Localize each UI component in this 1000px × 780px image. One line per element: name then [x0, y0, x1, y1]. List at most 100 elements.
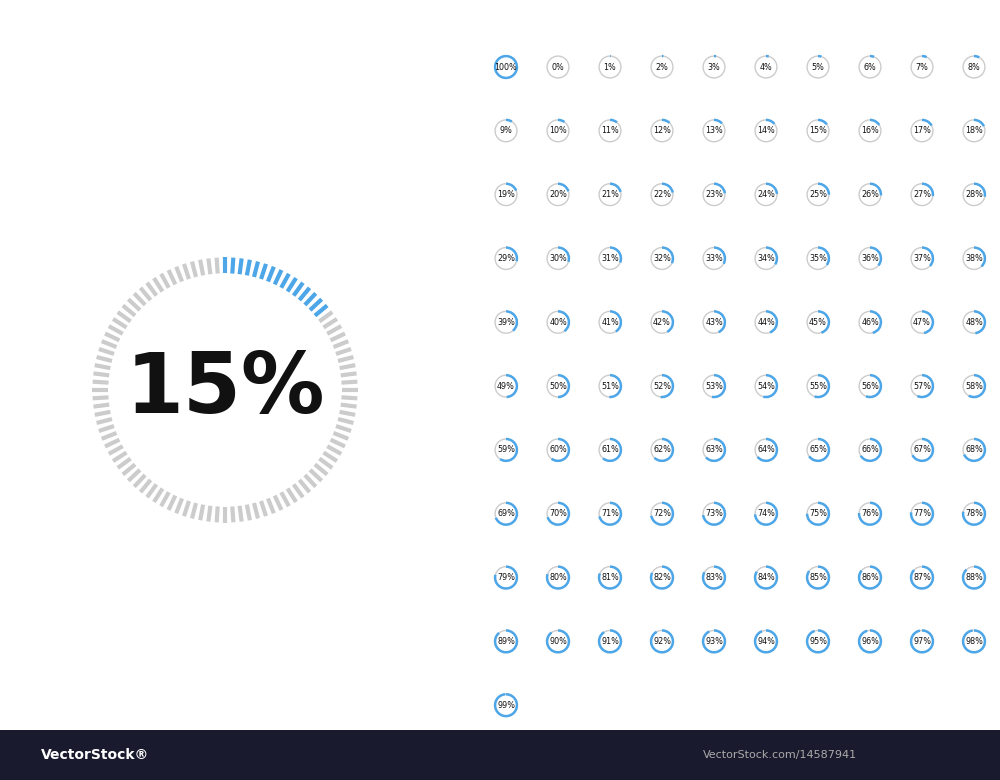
Text: 43%: 43% — [705, 317, 723, 327]
Text: 30%: 30% — [549, 254, 567, 263]
Text: 94%: 94% — [757, 637, 775, 646]
Text: 4%: 4% — [760, 62, 772, 72]
Text: 83%: 83% — [705, 573, 723, 582]
Text: 33%: 33% — [705, 254, 723, 263]
Text: 20%: 20% — [549, 190, 567, 199]
Text: 7%: 7% — [916, 62, 928, 72]
Text: 57%: 57% — [913, 381, 931, 391]
Text: 70%: 70% — [549, 509, 567, 518]
Text: 79%: 79% — [497, 573, 515, 582]
Text: 58%: 58% — [965, 381, 983, 391]
Text: 31%: 31% — [601, 254, 619, 263]
Text: 25%: 25% — [809, 190, 827, 199]
Text: 74%: 74% — [757, 509, 775, 518]
Bar — [0, 730, 1000, 780]
Text: 51%: 51% — [601, 381, 619, 391]
Text: VectorStock.com/14587941: VectorStock.com/14587941 — [703, 750, 857, 760]
Text: 5%: 5% — [812, 62, 824, 72]
Text: 35%: 35% — [809, 254, 827, 263]
Text: 38%: 38% — [965, 254, 983, 263]
Text: 59%: 59% — [497, 445, 515, 455]
Text: 19%: 19% — [497, 190, 515, 199]
Text: 68%: 68% — [965, 445, 983, 455]
Text: 47%: 47% — [913, 317, 931, 327]
Text: 81%: 81% — [601, 573, 619, 582]
Text: 16%: 16% — [861, 126, 879, 135]
Text: 93%: 93% — [705, 637, 723, 646]
Text: 97%: 97% — [913, 637, 931, 646]
Text: 29%: 29% — [497, 254, 515, 263]
Text: 61%: 61% — [601, 445, 619, 455]
Text: 99%: 99% — [497, 700, 515, 710]
Text: 34%: 34% — [757, 254, 775, 263]
Text: 37%: 37% — [913, 254, 931, 263]
Text: 18%: 18% — [965, 126, 983, 135]
Text: 77%: 77% — [913, 509, 931, 518]
Text: 63%: 63% — [705, 445, 723, 455]
Text: 10%: 10% — [549, 126, 567, 135]
Text: 14%: 14% — [757, 126, 775, 135]
Text: 86%: 86% — [861, 573, 879, 582]
Text: 73%: 73% — [705, 509, 723, 518]
Text: 15%: 15% — [809, 126, 827, 135]
Text: 54%: 54% — [757, 381, 775, 391]
Text: 24%: 24% — [757, 190, 775, 199]
Text: 78%: 78% — [965, 509, 983, 518]
Text: 71%: 71% — [601, 509, 619, 518]
Text: 15%: 15% — [125, 349, 325, 431]
Text: 6%: 6% — [864, 62, 876, 72]
Text: 75%: 75% — [809, 509, 827, 518]
Text: 48%: 48% — [965, 317, 983, 327]
Text: 90%: 90% — [549, 637, 567, 646]
Text: 67%: 67% — [913, 445, 931, 455]
Text: 56%: 56% — [861, 381, 879, 391]
Text: 52%: 52% — [653, 381, 671, 391]
Text: 3%: 3% — [708, 62, 720, 72]
Text: 40%: 40% — [549, 317, 567, 327]
Text: 98%: 98% — [965, 637, 983, 646]
Text: 50%: 50% — [549, 381, 567, 391]
Text: 17%: 17% — [913, 126, 931, 135]
Text: 65%: 65% — [809, 445, 827, 455]
Text: 41%: 41% — [601, 317, 619, 327]
Text: 42%: 42% — [653, 317, 671, 327]
Text: 26%: 26% — [861, 190, 879, 199]
Text: 39%: 39% — [497, 317, 515, 327]
Text: 82%: 82% — [653, 573, 671, 582]
Text: 45%: 45% — [809, 317, 827, 327]
Text: 22%: 22% — [653, 190, 671, 199]
Text: 88%: 88% — [965, 573, 983, 582]
Text: 96%: 96% — [861, 637, 879, 646]
Text: 0%: 0% — [552, 62, 564, 72]
Text: 85%: 85% — [809, 573, 827, 582]
Text: 9%: 9% — [500, 126, 512, 135]
Text: 91%: 91% — [601, 637, 619, 646]
Text: 44%: 44% — [757, 317, 775, 327]
Text: 46%: 46% — [861, 317, 879, 327]
Text: 76%: 76% — [861, 509, 879, 518]
Text: 49%: 49% — [497, 381, 515, 391]
Text: 28%: 28% — [965, 190, 983, 199]
Text: 84%: 84% — [757, 573, 775, 582]
Text: 95%: 95% — [809, 637, 827, 646]
Text: 36%: 36% — [861, 254, 879, 263]
Text: 12%: 12% — [653, 126, 671, 135]
Text: 27%: 27% — [913, 190, 931, 199]
Text: 21%: 21% — [601, 190, 619, 199]
Text: 64%: 64% — [757, 445, 775, 455]
Text: 62%: 62% — [653, 445, 671, 455]
Text: VectorStock®: VectorStock® — [41, 748, 149, 762]
Text: 32%: 32% — [653, 254, 671, 263]
Text: 23%: 23% — [705, 190, 723, 199]
Text: 60%: 60% — [549, 445, 567, 455]
Text: 13%: 13% — [705, 126, 723, 135]
Text: 87%: 87% — [913, 573, 931, 582]
Text: 2%: 2% — [656, 62, 668, 72]
Text: 8%: 8% — [968, 62, 980, 72]
Text: 72%: 72% — [653, 509, 671, 518]
Text: 55%: 55% — [809, 381, 827, 391]
Text: 69%: 69% — [497, 509, 515, 518]
Text: 53%: 53% — [705, 381, 723, 391]
Text: 66%: 66% — [861, 445, 879, 455]
Text: 89%: 89% — [497, 637, 515, 646]
